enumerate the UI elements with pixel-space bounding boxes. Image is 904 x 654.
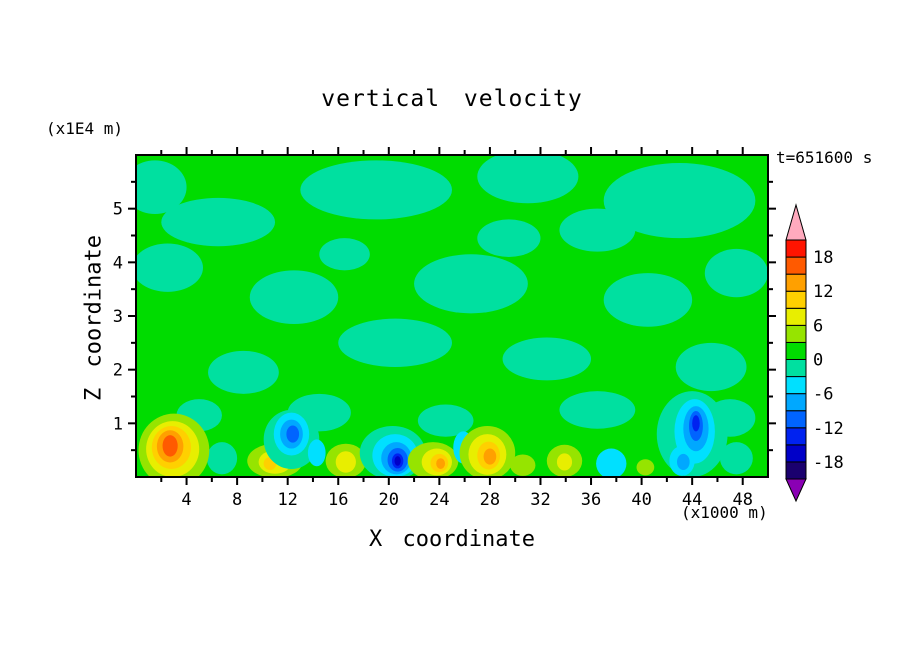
field-blob (414, 254, 528, 314)
contour-field (136, 155, 768, 477)
colorbar-arrow-bottom (785, 478, 807, 503)
y-axis-title: Z coordinate (81, 235, 107, 401)
colorbar-segment (785, 256, 807, 275)
field-blob (483, 448, 497, 465)
x-axis-units: (x1000 m) (681, 503, 768, 522)
colorbar: 18 12 6 0 -6 -12 -18 (785, 203, 844, 503)
x-tick-label: 8 (232, 490, 242, 510)
colorbar-label: 18 (813, 248, 833, 268)
field-blob (208, 350, 279, 394)
x-tick-label: 16 (328, 490, 348, 510)
colorbar-label: 12 (813, 282, 833, 302)
colorbar-segment (785, 444, 807, 463)
field-blob (162, 435, 178, 457)
field-blob (206, 442, 238, 475)
x-tick-label: 20 (379, 490, 399, 510)
colorbar-segment (785, 307, 807, 326)
x-tick-label: 12 (277, 490, 297, 510)
colorbar-label: 0 (813, 351, 823, 371)
colorbar-label: 6 (813, 316, 823, 336)
colorbar-segment (785, 461, 807, 480)
field-blob (559, 208, 636, 252)
x-tick-label: 44 (682, 490, 702, 510)
field-blob (338, 318, 452, 367)
field-blob (319, 238, 370, 271)
colorbar-segment (785, 376, 807, 395)
y-tick-label: 4 (113, 253, 123, 273)
colorbar-segment (785, 410, 807, 429)
field-blob (704, 248, 768, 298)
timestamp-label: t=651600 s (776, 148, 873, 167)
field-blob (394, 456, 401, 466)
x-tick-label: 40 (631, 490, 651, 510)
field-blob (436, 458, 446, 469)
x-tick-label: 28 (480, 490, 500, 510)
colorbar-segment (785, 359, 807, 378)
field-blob (692, 415, 700, 432)
field-blob (477, 219, 541, 257)
y-tick-label: 1 (113, 414, 123, 434)
colorbar-segment (785, 239, 807, 258)
field-blob (249, 270, 339, 325)
colorbar-arrow-top (785, 203, 807, 241)
field-blob (286, 425, 300, 443)
colorbar-segment (785, 341, 807, 360)
field-blob (556, 453, 573, 471)
field-blob (307, 439, 326, 467)
x-tick-label: 4 (181, 490, 191, 510)
field-blob (676, 453, 690, 471)
field-blob (559, 391, 636, 429)
field-blob (719, 442, 753, 475)
colorbar-label: -12 (813, 419, 844, 439)
field-blob (161, 197, 276, 247)
colorbar-segment (785, 324, 807, 343)
field-blob (417, 404, 474, 437)
x-tick-label: 36 (581, 490, 601, 510)
field-blob (510, 454, 536, 476)
axis-ticks (128, 147, 776, 485)
x-axis-title: X coordinate (369, 527, 535, 552)
field-blob (300, 160, 452, 220)
x-tick-label: 24 (429, 490, 449, 510)
field-blob (603, 273, 693, 327)
colorbar-segment (785, 393, 807, 412)
x-tick-label: 32 (530, 490, 550, 510)
field-blob (675, 342, 747, 392)
field-blob (502, 337, 592, 381)
field-blob (636, 459, 655, 476)
colorbar-label: -18 (813, 453, 844, 473)
x-tick-label: 48 (732, 490, 752, 510)
y-tick-label: 2 (113, 361, 123, 381)
colorbar-segment (785, 273, 807, 292)
field-blob (335, 451, 356, 473)
colorbar-label: -6 (813, 385, 833, 405)
colorbar-segment (785, 290, 807, 309)
y-tick-label: 3 (113, 307, 123, 327)
chart-title: vertical velocity (321, 86, 583, 112)
y-tick-label: 5 (113, 200, 123, 220)
field-blob (596, 448, 627, 477)
field-blob (136, 243, 203, 292)
field-blob (136, 160, 187, 215)
field-blob (477, 155, 579, 204)
field-blob (603, 163, 756, 239)
y-axis-units: (x1E4 m) (46, 119, 124, 138)
colorbar-segment (785, 427, 807, 446)
